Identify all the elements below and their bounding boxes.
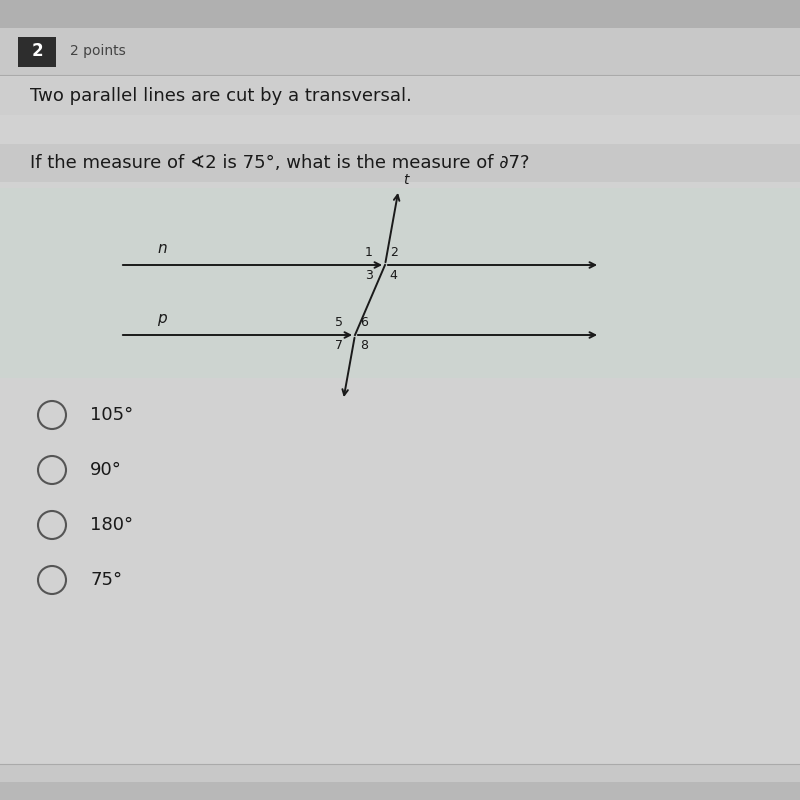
Text: 7: 7 <box>335 339 343 352</box>
Text: 90°: 90° <box>90 461 122 479</box>
Text: Two parallel lines are cut by a transversal.: Two parallel lines are cut by a transver… <box>30 87 412 105</box>
Bar <box>18 37 56 67</box>
Text: 2: 2 <box>390 246 398 259</box>
Text: p: p <box>157 311 167 326</box>
Text: 1: 1 <box>365 246 373 259</box>
Text: 5: 5 <box>335 316 343 329</box>
Text: 6: 6 <box>360 316 368 329</box>
Text: 2 points: 2 points <box>70 45 126 58</box>
Text: n: n <box>157 241 167 256</box>
Bar <box>0 144 800 182</box>
Text: t: t <box>403 173 409 187</box>
Text: 8: 8 <box>360 339 368 352</box>
Text: 4: 4 <box>390 269 398 282</box>
Bar <box>0 77 800 115</box>
Text: 105°: 105° <box>90 406 134 424</box>
Text: 3: 3 <box>365 269 373 282</box>
Text: 180°: 180° <box>90 516 133 534</box>
Bar <box>0 28 800 75</box>
Text: 2: 2 <box>31 42 43 61</box>
Bar <box>0 764 800 782</box>
Text: If the measure of ∢2 is 75°, what is the measure of ∂7?: If the measure of ∢2 is 75°, what is the… <box>30 154 530 172</box>
Bar <box>0 0 800 28</box>
Text: 75°: 75° <box>90 571 122 589</box>
Bar <box>0 188 800 378</box>
